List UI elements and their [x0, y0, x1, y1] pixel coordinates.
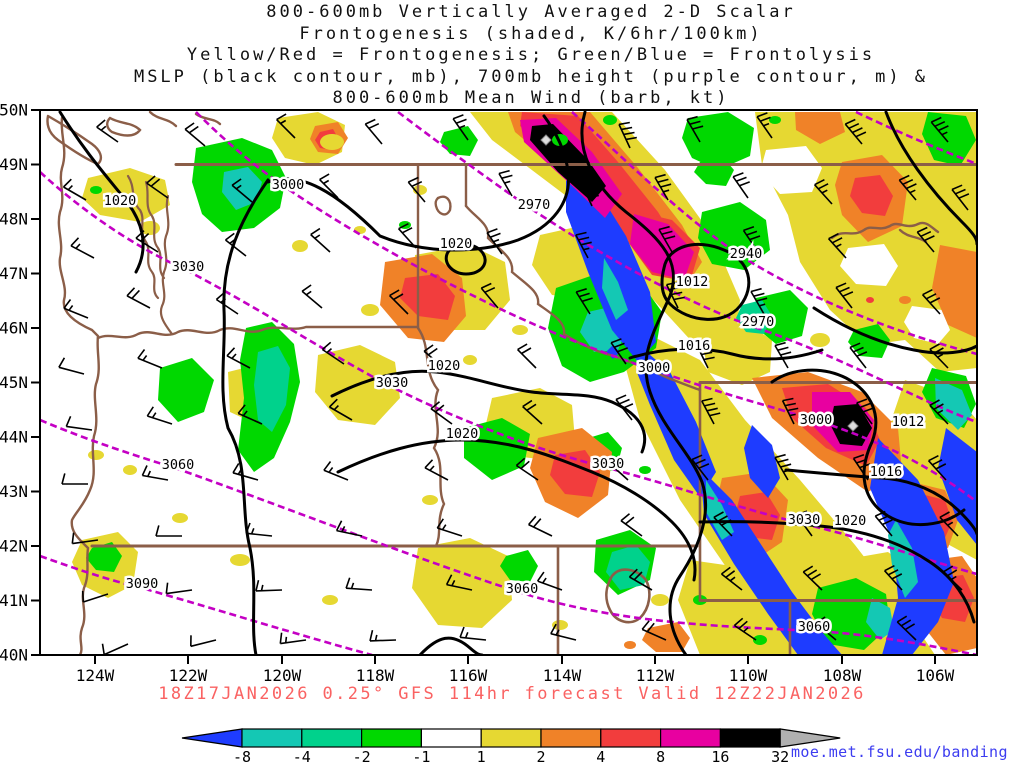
- map-clip-group: [40, 110, 977, 655]
- svg-text:3060: 3060: [162, 457, 195, 473]
- title-line-2: Frontogenesis (shaded, K/6hr/100km): [299, 23, 763, 44]
- svg-text:48N: 48N: [0, 210, 28, 229]
- svg-text:1020: 1020: [428, 358, 461, 374]
- svg-text:3060: 3060: [506, 581, 539, 597]
- svg-text:2: 2: [536, 748, 545, 766]
- axis-layer: 50N 49N 48N 47N 46N 45N 44N 43N 42N 41N 40N 124W 122…: [0, 101, 978, 685]
- svg-text:-4: -4: [293, 748, 311, 766]
- svg-text:1012: 1012: [892, 414, 925, 430]
- contour-label-layer: 3000 2970 2940 2970 3030 3030 3000 3000 3030 3030…: [101, 175, 927, 638]
- title-line-3: Yellow/Red = Frontogenesis; Green/Blue =…: [186, 45, 876, 65]
- svg-text:2940: 2940: [730, 246, 763, 262]
- title-line-4: MSLP (black contour, mb), 700mb height (…: [133, 66, 929, 87]
- svg-text:8: 8: [656, 748, 665, 766]
- colorbar: -8 -4 -2 -1 1 2 4 8 16 32: [181, 728, 841, 766]
- svg-text:-2: -2: [353, 748, 371, 766]
- svg-text:1020: 1020: [834, 513, 867, 529]
- svg-text:3000: 3000: [272, 177, 305, 193]
- svg-text:-1: -1: [412, 748, 430, 766]
- svg-text:2970: 2970: [742, 314, 775, 330]
- svg-text:1016: 1016: [678, 338, 711, 354]
- svg-text:3000: 3000: [638, 360, 671, 376]
- title-line-1: 800-600mb Vertically Averaged 2-D Scalar: [266, 2, 796, 22]
- svg-text:3030: 3030: [172, 259, 205, 275]
- svg-text:3090: 3090: [126, 576, 159, 592]
- svg-text:45N: 45N: [0, 373, 28, 392]
- svg-text:49N: 49N: [0, 155, 28, 174]
- svg-text:42N: 42N: [0, 537, 28, 556]
- svg-text:1: 1: [477, 748, 486, 766]
- svg-text:1020: 1020: [104, 193, 137, 209]
- svg-text:4: 4: [596, 748, 605, 766]
- svg-text:3000: 3000: [800, 412, 833, 428]
- svg-text:2970: 2970: [518, 197, 551, 213]
- svg-text:43N: 43N: [0, 482, 28, 501]
- svg-text:110W: 110W: [729, 666, 768, 685]
- svg-text:44N: 44N: [0, 428, 28, 447]
- svg-text:120W: 120W: [263, 666, 302, 685]
- svg-text:46N: 46N: [0, 319, 28, 338]
- svg-text:47N: 47N: [0, 264, 28, 283]
- svg-text:116W: 116W: [449, 666, 488, 685]
- svg-text:3060: 3060: [798, 619, 831, 635]
- svg-text:1016: 1016: [870, 464, 903, 480]
- max-marker-layer: [540, 134, 859, 432]
- svg-text:32: 32: [771, 748, 789, 766]
- svg-text:3030: 3030: [788, 512, 821, 528]
- svg-text:3030: 3030: [592, 456, 625, 472]
- shading-layer: [72, 112, 977, 655]
- svg-text:3030: 3030: [376, 375, 409, 391]
- svg-text:1020: 1020: [440, 236, 473, 252]
- svg-text:106W: 106W: [916, 666, 955, 685]
- wind-barb-layer: [58, 112, 970, 655]
- svg-text:40N: 40N: [0, 646, 28, 665]
- svg-text:-8: -8: [233, 748, 251, 766]
- svg-text:1012: 1012: [676, 274, 709, 290]
- svg-text:1020: 1020: [446, 426, 479, 442]
- svg-text:112W: 112W: [636, 666, 675, 685]
- forecast-caption: 18Z17JAN2026 0.25° GFS 114hr forecast Va…: [158, 684, 866, 704]
- svg-text:122W: 122W: [169, 666, 208, 685]
- svg-text:41N: 41N: [0, 591, 28, 610]
- title-line-5: 800-600mb Mean Wind (barb, kt): [332, 88, 730, 108]
- svg-text:16: 16: [711, 748, 729, 766]
- credit-link[interactable]: moe.met.fsu.edu/banding: [791, 743, 1008, 761]
- svg-text:50N: 50N: [0, 101, 28, 120]
- svg-text:124W: 124W: [76, 666, 115, 685]
- chart-title-block: 800-600mb Vertically Averaged 2-D Scalar…: [36, 2, 1024, 110]
- svg-text:108W: 108W: [823, 666, 862, 685]
- svg-text:118W: 118W: [356, 666, 395, 685]
- svg-text:114W: 114W: [543, 666, 582, 685]
